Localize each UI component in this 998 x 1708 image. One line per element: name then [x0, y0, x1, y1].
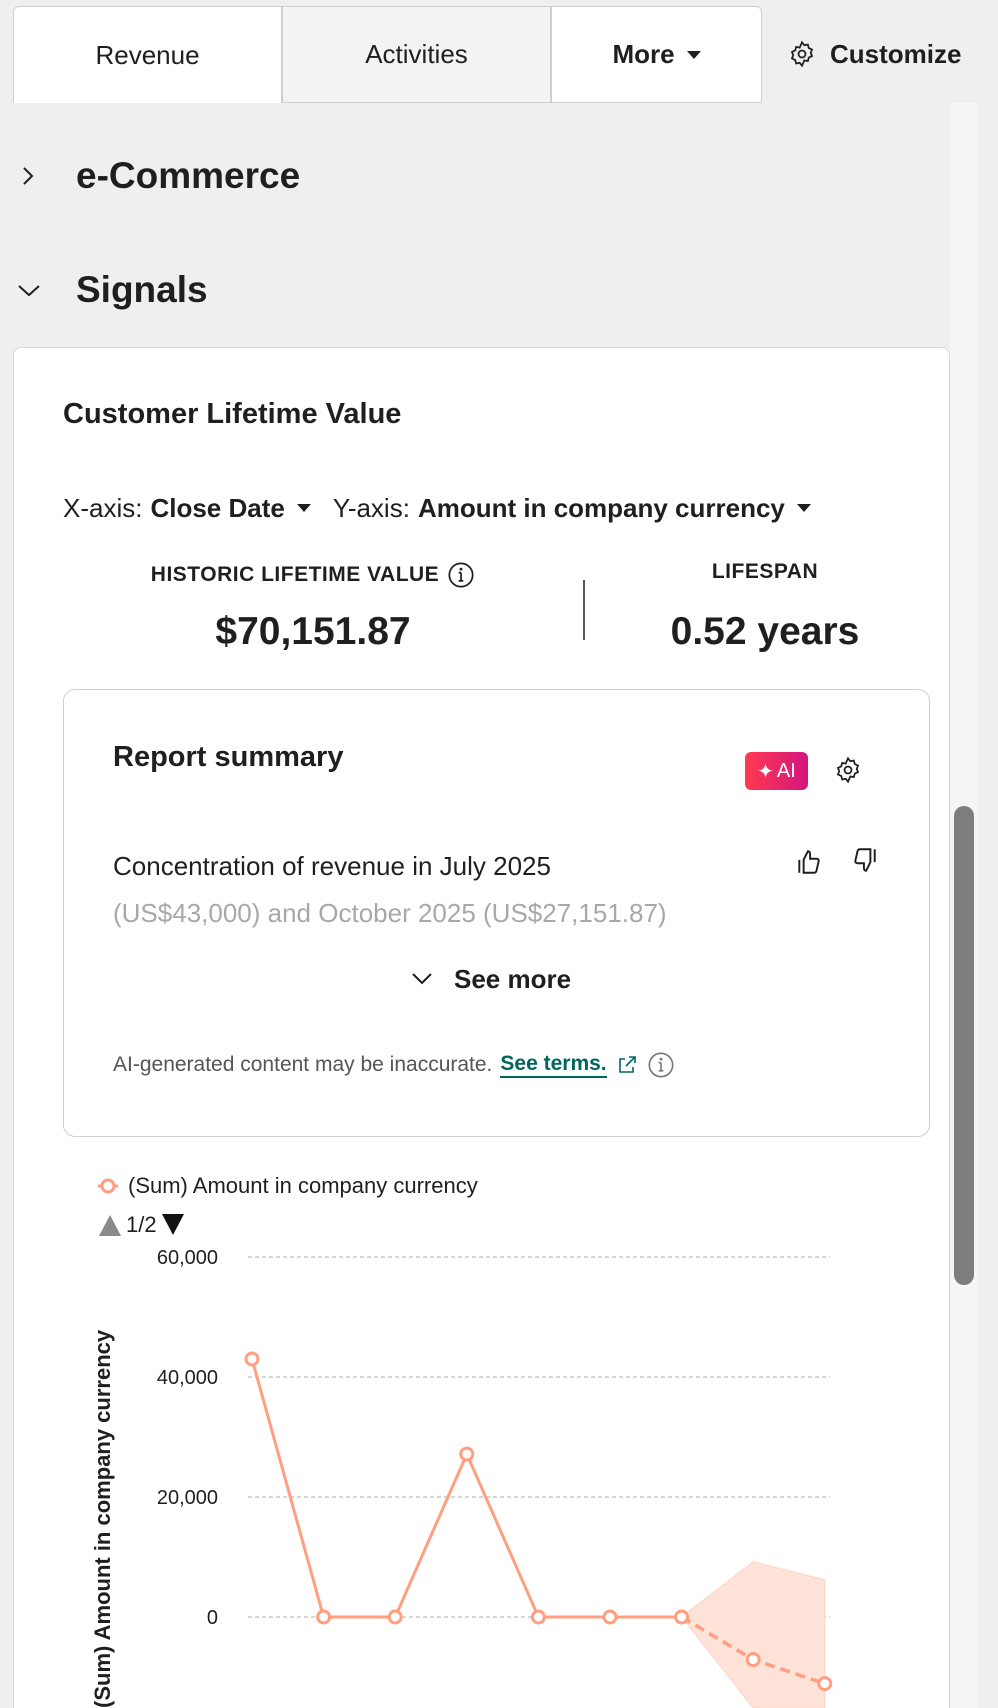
- y-axis-dropdown[interactable]: Amount in company currency: [418, 493, 811, 524]
- card-title: Customer Lifetime Value: [63, 398, 402, 430]
- data-point: [459, 1446, 475, 1462]
- x-axis-value: Close Date: [150, 492, 285, 523]
- see-more-button[interactable]: See more: [410, 962, 571, 996]
- summary-text-line-faded: (US$43,000) and October 2025 (US$27,151.…: [113, 898, 667, 928]
- y-tick-label: 0: [207, 1607, 218, 1629]
- thumbs-up-icon[interactable]: [796, 848, 822, 876]
- data-point: [316, 1609, 332, 1625]
- see-more-label: See more: [454, 963, 572, 994]
- clv-card: [13, 347, 950, 1708]
- chevron-right-icon: [23, 167, 34, 185]
- info-icon[interactable]: [447, 561, 475, 589]
- info-icon[interactable]: [647, 1051, 675, 1079]
- lifespan-label: LIFESPAN: [711, 560, 819, 583]
- chevron-down-icon: [18, 285, 40, 297]
- chart-legend[interactable]: (Sum) Amount in company currency: [98, 1172, 478, 1200]
- gear-icon: [790, 40, 814, 68]
- sparkle-icon: ✦: [757, 760, 774, 783]
- data-point: [530, 1609, 546, 1625]
- external-link-icon: [618, 1056, 636, 1073]
- scrollbar-thumb[interactable]: [954, 806, 974, 1285]
- y-axis-value: Amount in company currency: [417, 492, 785, 523]
- thumbs-down-icon[interactable]: [852, 846, 878, 874]
- caret-down-icon: [686, 50, 701, 59]
- legend-pager: 1/2: [98, 1210, 185, 1240]
- section-title: Signals: [76, 269, 208, 310]
- ai-badge-label: AI: [776, 759, 796, 782]
- historic-label: HISTORIC LIFETIME VALUE: [150, 563, 440, 586]
- customize-label: Customize: [830, 38, 962, 69]
- tab-revenue[interactable]: Revenue: [13, 6, 282, 103]
- section-ecommerce[interactable]: e-Commerce: [18, 150, 300, 202]
- tab-activities[interactable]: Activities: [282, 6, 551, 103]
- customize-button[interactable]: Customize: [788, 34, 961, 74]
- tab-label: Revenue: [95, 39, 200, 70]
- lifespan-value: 0.52 years: [670, 610, 860, 653]
- caret-down-icon: [296, 504, 311, 512]
- historic-value: $70,151.87: [215, 610, 411, 653]
- summary-text-line: Concentration of revenue in July 2025: [113, 851, 551, 881]
- legend-label: (Sum) Amount in company currency: [128, 1173, 478, 1198]
- see-terms-link[interactable]: See terms.: [500, 1052, 607, 1078]
- forecast-point: [817, 1676, 833, 1692]
- data-point: [602, 1609, 618, 1625]
- x-axis-label: X-axis:: [63, 492, 143, 523]
- series-line: [250, 1358, 682, 1619]
- y-tick-label: 40,000: [157, 1367, 218, 1389]
- summary-settings-gear-icon[interactable]: [834, 756, 862, 784]
- divider: [583, 580, 585, 640]
- data-point: [674, 1609, 690, 1625]
- legend-marker-icon: [98, 1178, 118, 1194]
- forecast-band: [680, 1561, 826, 1708]
- pager-label: 1/2: [126, 1212, 157, 1237]
- pager-up-icon[interactable]: [98, 1213, 122, 1237]
- chevron-down-icon: [412, 973, 432, 985]
- axis-selectors: X-axis: Close Date Y-axis: Amount in com…: [63, 491, 811, 525]
- y-tick-label: 60,000: [157, 1247, 218, 1269]
- forecast-point: [745, 1652, 761, 1668]
- caret-down-icon: [796, 504, 811, 512]
- data-point: [387, 1609, 403, 1625]
- ai-badge: ✦ AI: [745, 752, 808, 790]
- disclaimer-row: AI-generated content may be inaccurate. …: [113, 1050, 675, 1080]
- tab-label: Activities: [365, 39, 468, 69]
- report-summary-title: Report summary: [113, 741, 344, 773]
- historic-label-row: HISTORIC LIFETIME VALUE: [63, 560, 563, 590]
- data-point: [244, 1351, 260, 1367]
- line-chart: 60,000 40,000 20,000 0: [157, 1247, 833, 1708]
- y-axis-label: Y-axis:: [332, 492, 410, 523]
- tab-label: More: [612, 39, 675, 69]
- disclaimer-text: AI-generated content may be inaccurate.: [113, 1053, 493, 1076]
- section-signals[interactable]: Signals: [16, 264, 208, 316]
- section-title: e-Commerce: [76, 155, 301, 196]
- report-summary-box: [63, 689, 930, 1137]
- tab-more[interactable]: More: [551, 6, 762, 103]
- pager-down-icon[interactable]: [161, 1213, 185, 1237]
- y-tick-label: 20,000: [157, 1487, 218, 1509]
- x-axis-dropdown[interactable]: Close Date: [150, 492, 311, 524]
